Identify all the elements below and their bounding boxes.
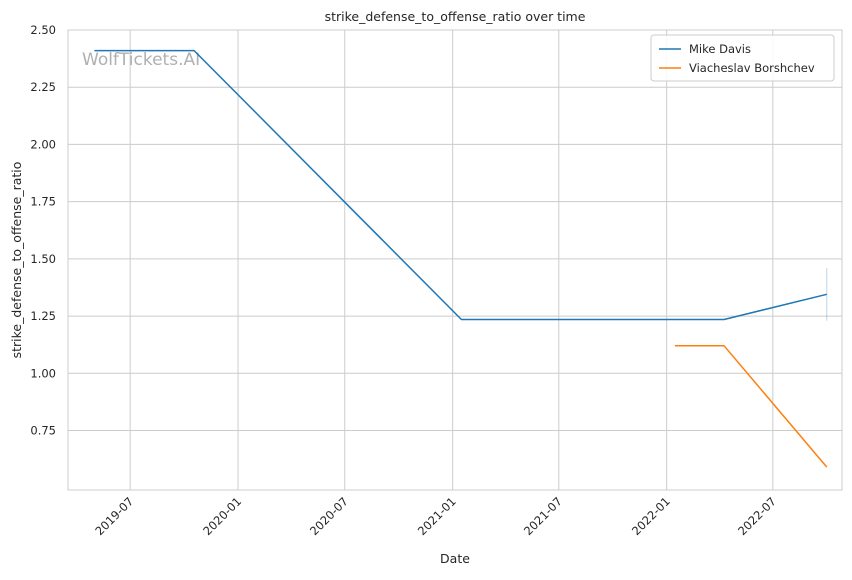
series-line xyxy=(94,49,827,321)
y-tick-label: 0.75 xyxy=(30,423,56,437)
series-lines xyxy=(94,49,828,468)
legend-label: Mike Davis xyxy=(689,42,751,56)
legend-label: Viacheslav Borshchev xyxy=(689,61,815,75)
watermark: WolfTickets.AI xyxy=(82,50,200,70)
y-tick-label: 2.25 xyxy=(30,80,56,94)
y-tick-label: 2.50 xyxy=(30,23,56,37)
plot-frame xyxy=(67,29,843,491)
y-tick-label: 2.00 xyxy=(30,137,56,151)
y-tick-label: 1.25 xyxy=(30,309,56,323)
series-line xyxy=(674,345,828,468)
y-tick-label: 1.50 xyxy=(30,252,56,266)
x-axis-title: Date xyxy=(440,551,470,566)
y-tick-label: 1.00 xyxy=(30,366,56,380)
y-axis-title: strike_defense_to_offense_ratio xyxy=(9,162,24,359)
chart-title: strike_defense_to_offense_ratio over tim… xyxy=(325,9,586,24)
y-tick-label: 1.75 xyxy=(30,195,56,209)
grid-lines xyxy=(68,29,842,490)
legend-box xyxy=(650,34,835,82)
legend-items: Mike Davis Viacheslav Borshchev xyxy=(659,42,815,75)
legend: Mike Davis Viacheslav Borshchev xyxy=(650,34,835,82)
